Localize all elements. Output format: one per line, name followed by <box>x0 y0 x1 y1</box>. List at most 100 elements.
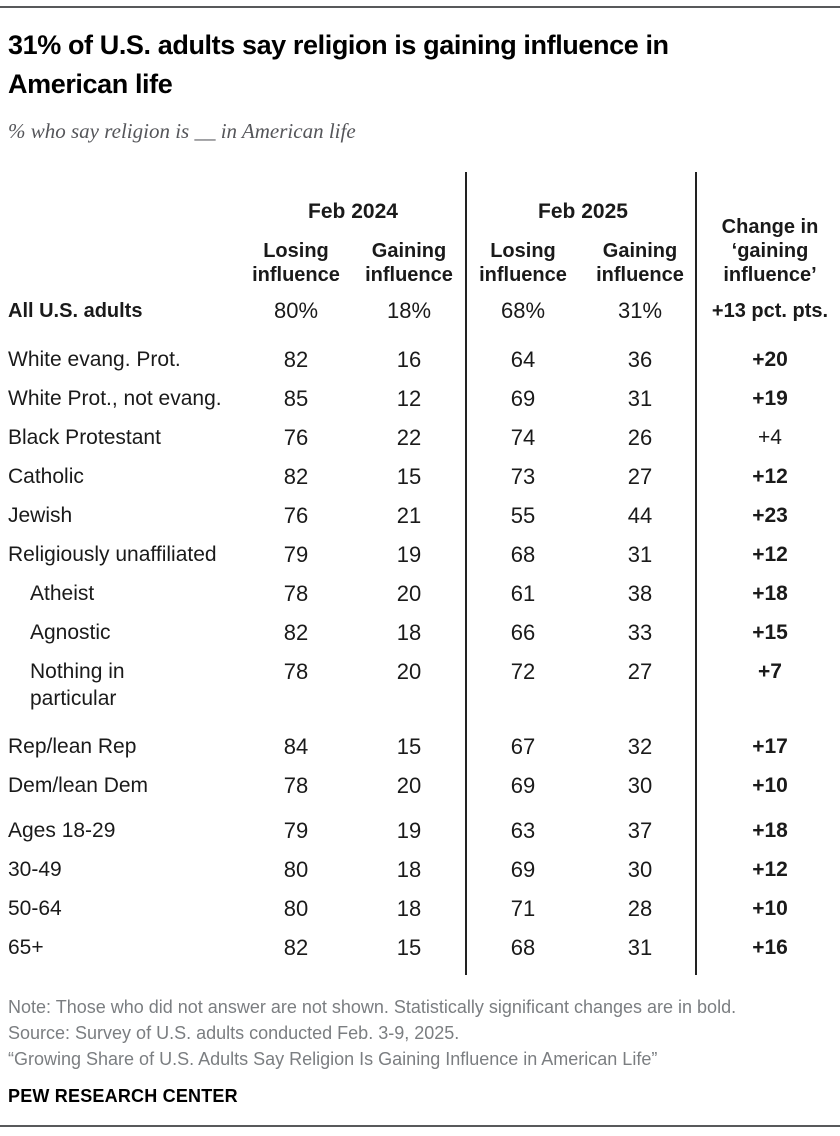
gaining-2024-value: 20 <box>396 659 422 684</box>
row-label: Agnostic <box>30 621 111 644</box>
gaining-2025-value: 37 <box>627 818 653 843</box>
gaining-2024-value: 18% <box>386 298 432 323</box>
row-label: Rep/lean Rep <box>8 735 137 758</box>
table-bottom-padding <box>8 967 832 978</box>
footer: Note: Those who did not answer are not s… <box>8 994 832 1107</box>
change-value: +18 <box>752 582 788 605</box>
gaining-2024-value: 22 <box>396 425 422 450</box>
losing-2025-value: 69 <box>510 857 536 882</box>
losing-2024-value: 79 <box>283 542 309 567</box>
change-value: +16 <box>752 936 788 959</box>
losing-2025-value: 68 <box>510 542 536 567</box>
gaining-2024-value: 15 <box>396 734 422 759</box>
column-header-losing-2024: Losing influence <box>252 240 340 286</box>
losing-2025-value: 71 <box>510 896 536 921</box>
gaining-2024-value: 16 <box>396 347 422 372</box>
gaining-2025-value: 31 <box>627 935 653 960</box>
gaining-2025-value: 27 <box>627 464 653 489</box>
column-header-change: Change in ‘gaining influence’ <box>721 216 819 286</box>
losing-2024-value: 82 <box>283 464 309 489</box>
gaining-2024-value: 18 <box>396 620 422 645</box>
change-value: +18 <box>752 819 788 842</box>
losing-2024-value: 82 <box>283 347 309 372</box>
column-group-feb-2024: Feb 2024 <box>308 200 398 223</box>
table-rows: White evang. Prot. 82 16 64 36 +20 White… <box>8 340 832 967</box>
column-divider <box>465 172 467 975</box>
losing-2025-value: 69 <box>510 386 536 411</box>
change-value: +12 <box>752 465 788 488</box>
row-label: White Prot., not evang. <box>8 387 222 410</box>
column-header-gaining-2024: Gaining influence <box>365 240 453 286</box>
gaining-2025-value: 33 <box>627 620 653 645</box>
page-title: 31% of U.S. adults say religion is gaini… <box>8 30 669 99</box>
gaining-2024-value: 18 <box>396 896 422 921</box>
column-group-feb-2025: Feb 2025 <box>538 200 628 223</box>
row-label: Black Protestant <box>8 426 161 449</box>
losing-2024-value: 78 <box>283 581 309 606</box>
table-row: Religiously unaffiliated 79 19 68 31 +12 <box>8 535 832 574</box>
table-row: Rep/lean Rep 84 15 67 32 +17 <box>8 727 832 766</box>
losing-2024-value: 76 <box>283 503 309 528</box>
table-row-all-adults: All U.S. adults 80% 18% 68% 31% +13 pct.… <box>8 290 832 332</box>
row-label: Catholic <box>8 465 84 488</box>
change-value: +4 <box>758 426 782 449</box>
table-row: Agnostic 82 18 66 33 +15 <box>8 613 832 652</box>
column-divider <box>695 172 697 975</box>
gaining-2025-value: 32 <box>627 734 653 759</box>
change-value: +7 <box>758 660 782 683</box>
gaining-2025-value: 38 <box>627 581 653 606</box>
table-row: Jewish 76 21 55 44 +23 <box>8 496 832 535</box>
table-row: White Prot., not evang. 85 12 69 31 +19 <box>8 379 832 418</box>
change-value: +10 <box>752 774 788 797</box>
table-row: 50-64 80 18 71 28 +10 <box>8 889 832 928</box>
losing-2024-value: 80% <box>273 298 319 323</box>
losing-2025-value: 72 <box>510 659 536 684</box>
column-header-gaining-2025: Gaining influence <box>596 240 684 286</box>
gaining-2024-value: 12 <box>396 386 422 411</box>
losing-2024-value: 82 <box>283 935 309 960</box>
bottom-rule <box>0 1125 840 1127</box>
change-value: +10 <box>752 897 788 920</box>
losing-2024-value: 76 <box>283 425 309 450</box>
data-table: Feb 2024 Feb 2025 Losing influence Gaini… <box>8 172 832 978</box>
change-value: +19 <box>752 387 788 410</box>
losing-2025-value: 68 <box>510 935 536 960</box>
losing-2025-value: 63 <box>510 818 536 843</box>
row-label: Religiously unaffiliated <box>8 543 217 566</box>
table-row: Atheist 78 20 61 38 +18 <box>8 574 832 613</box>
losing-2024-value: 78 <box>283 773 309 798</box>
losing-2025-value: 68% <box>500 298 546 323</box>
table-row: 30-49 80 18 69 30 +12 <box>8 850 832 889</box>
row-label: Jewish <box>8 504 73 527</box>
gaining-2025-value: 27 <box>627 659 653 684</box>
losing-2024-value: 80 <box>283 857 309 882</box>
losing-2025-value: 69 <box>510 773 536 798</box>
gaining-2024-value: 21 <box>396 503 422 528</box>
change-value: +12 <box>752 858 788 881</box>
losing-2025-value: 61 <box>510 581 536 606</box>
gaining-2024-value: 18 <box>396 857 422 882</box>
gaining-2024-value: 20 <box>396 773 422 798</box>
gaining-2024-value: 20 <box>396 581 422 606</box>
losing-2025-value: 73 <box>510 464 536 489</box>
gaining-2025-value: 28 <box>627 896 653 921</box>
note-text: Note: Those who did not answer are not s… <box>8 997 737 1017</box>
losing-2024-value: 82 <box>283 620 309 645</box>
gaining-2024-value: 15 <box>396 464 422 489</box>
row-label: White evang. Prot. <box>8 348 181 371</box>
row-label: Nothing in particular <box>30 660 125 710</box>
gaining-2025-value: 31% <box>617 298 663 323</box>
table-row: 65+ 82 15 68 31 +16 <box>8 928 832 967</box>
row-label: 65+ <box>8 936 44 959</box>
gaining-2025-value: 30 <box>627 857 653 882</box>
table-row: Nothing in particular 78 20 72 27 +7 <box>8 652 832 712</box>
gaining-2024-value: 19 <box>396 542 422 567</box>
table-header: Feb 2024 Feb 2025 Losing influence Gaini… <box>8 172 832 290</box>
change-value: +12 <box>752 543 788 566</box>
change-value: +13 pct. pts. <box>711 299 829 322</box>
row-label: Dem/lean Dem <box>8 774 149 797</box>
gaining-2025-value: 36 <box>627 347 653 372</box>
gaining-2025-value: 30 <box>627 773 653 798</box>
gaining-2025-value: 26 <box>627 425 653 450</box>
losing-2024-value: 78 <box>283 659 309 684</box>
